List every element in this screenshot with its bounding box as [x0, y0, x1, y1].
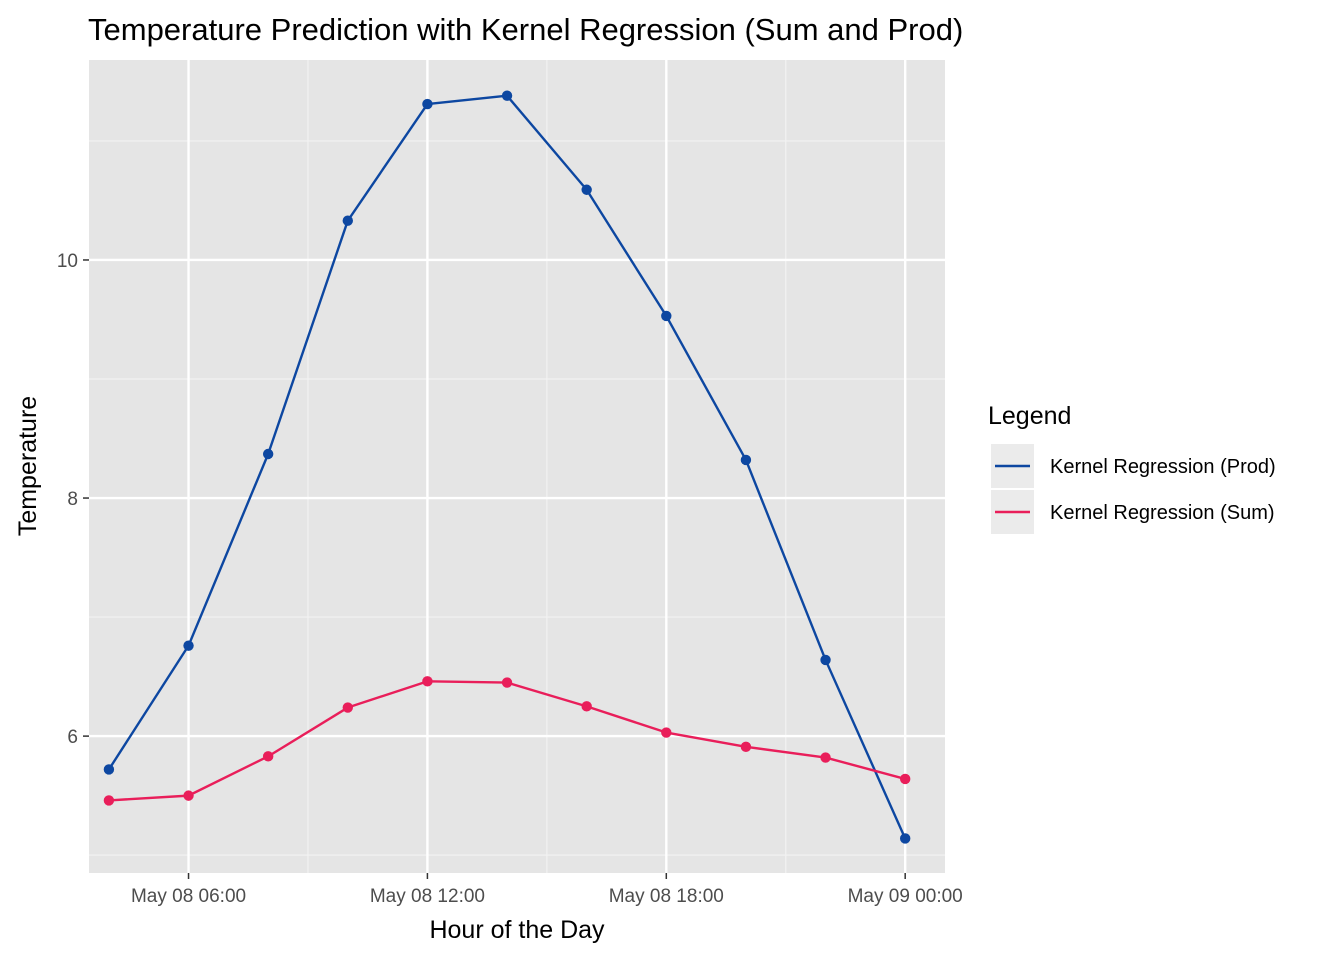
y-tick-label: 10 [57, 251, 78, 272]
legend-title: Legend [988, 402, 1071, 430]
x-axis-title: Hour of the Day [429, 916, 605, 944]
series-prod [103, 90, 911, 844]
data-point-prod [103, 764, 115, 775]
legend-item-sum: Kernel Regression (Sum) [991, 490, 1275, 534]
data-point-sum [501, 677, 513, 688]
data-point-sum [581, 701, 592, 712]
legend-label: Kernel Regression (Sum) [1050, 502, 1275, 524]
plot-panel [89, 60, 945, 873]
data-point-sum [183, 790, 194, 801]
data-point-prod [183, 640, 194, 651]
data-point-prod [820, 654, 831, 666]
legend-item-prod: Kernel Regression (Prod) [991, 444, 1276, 488]
y-tick-label: 6 [67, 727, 78, 748]
data-point-prod [661, 310, 672, 322]
data-point-prod [501, 90, 513, 101]
data-point-sum [422, 676, 433, 687]
data-point-prod [342, 215, 353, 226]
data-point-sum [103, 795, 115, 806]
series-layer [103, 90, 911, 844]
data-point-prod [422, 98, 433, 110]
data-point-prod [899, 833, 911, 844]
data-point-sum [740, 741, 752, 753]
series-sum [103, 676, 911, 806]
y-axis-title: Temperature [14, 396, 42, 536]
x-tick-label: May 08 06:00 [131, 886, 246, 907]
legend-items: Kernel Regression (Prod) Kernel Regressio… [991, 444, 1276, 534]
data-point-prod [262, 448, 274, 460]
legend-label: Kernel Regression (Prod) [1050, 456, 1276, 478]
data-point-sum [661, 727, 672, 738]
data-point-prod [581, 184, 592, 195]
x-axis: May 08 06:00 May 08 12:00 May 08 18:00 May … [131, 873, 963, 907]
x-tick-label: May 08 18:00 [609, 886, 724, 907]
data-point-prod [740, 454, 752, 466]
legend: Legend Kernel Regression (Prod)Kernel Re… [988, 402, 1276, 534]
data-point-sum [820, 752, 831, 763]
x-tick-label: May 08 12:00 [370, 886, 485, 907]
x-tick-label: May 09 00:00 [848, 886, 963, 907]
data-point-sum [262, 751, 274, 762]
y-axis: 6 8 10 [57, 251, 89, 748]
chart-title: Temperature Prediction with Kernel Regre… [88, 12, 963, 47]
y-tick-label: 8 [67, 489, 78, 510]
data-point-sum [342, 702, 353, 713]
data-point-sum [899, 773, 911, 785]
minor-gridlines [89, 60, 945, 873]
